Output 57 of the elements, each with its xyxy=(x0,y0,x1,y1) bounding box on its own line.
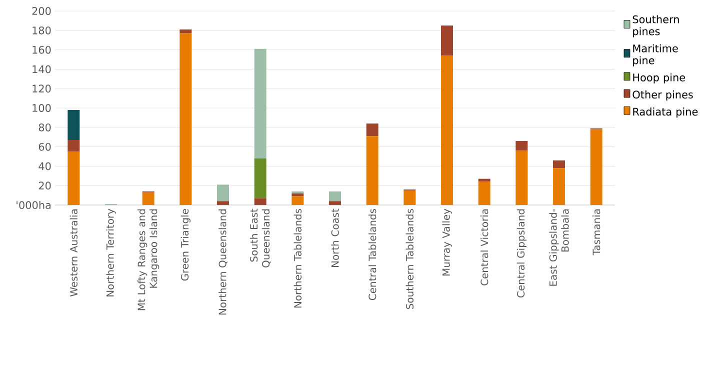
bar xyxy=(478,182,490,205)
bar xyxy=(254,158,266,198)
y-tick-label: 100 xyxy=(32,104,51,112)
x-tick-label: Mt Lofty Ranges and Kangaroo Island xyxy=(138,209,160,310)
bar xyxy=(254,48,266,158)
y-tick-label: '000ha xyxy=(16,200,51,210)
bar xyxy=(553,160,566,168)
bar xyxy=(180,33,192,205)
x-tick-label: Northern Queensland xyxy=(218,209,228,315)
bar xyxy=(590,129,602,205)
x-tick-label: North Coast xyxy=(331,208,339,267)
x-tick-label: Murray Valley xyxy=(442,208,452,276)
legend-label: Radiata pine xyxy=(633,108,698,118)
x-tick-label: Western Australia xyxy=(70,209,78,296)
x-tick-label: Northern Tablelands xyxy=(294,208,302,308)
x-tick-label: Green Triangle xyxy=(180,209,190,281)
bar xyxy=(254,198,266,205)
bar xyxy=(441,56,454,205)
x-tick-label: Northern Territory xyxy=(106,208,116,296)
bar xyxy=(68,110,80,140)
bar xyxy=(68,152,80,205)
legend-label: Other pines xyxy=(632,90,693,101)
legend-label: Southern pines xyxy=(632,15,679,38)
bar xyxy=(553,168,566,205)
legend-label: Hoop pine xyxy=(633,73,686,84)
bar xyxy=(366,124,378,136)
x-tick-label: Central Victoria xyxy=(480,209,488,286)
x-tick-label: Central Gippsland xyxy=(516,209,526,298)
bar xyxy=(329,201,342,205)
bar xyxy=(68,140,80,152)
bar xyxy=(142,192,154,205)
bar xyxy=(516,140,528,151)
legend-label: Maritime pine xyxy=(633,44,678,66)
x-tick-label: East Gippsland-Bombala xyxy=(549,208,569,286)
bar xyxy=(292,196,304,205)
x-tick-label: Tasmania xyxy=(592,209,600,256)
y-tick-label: 80 xyxy=(38,123,51,132)
y-tick-label: 120 xyxy=(32,84,51,93)
bar xyxy=(217,184,230,202)
y-tick-label: 20 xyxy=(38,182,51,190)
y-tick-label: 180 xyxy=(32,26,51,34)
x-tick-label: South East Queensland xyxy=(250,208,271,268)
bar xyxy=(366,136,378,205)
bar xyxy=(329,191,342,202)
bar xyxy=(292,193,304,196)
bar xyxy=(441,26,454,56)
bar xyxy=(404,190,416,205)
y-tick-label: 60 xyxy=(38,142,51,151)
y-tick-label: 200 xyxy=(32,7,51,15)
bar xyxy=(180,29,192,34)
x-tick-label: Southern Tablelands xyxy=(406,208,414,309)
y-tick-label: 40 xyxy=(38,162,51,170)
y-tick-label: 160 xyxy=(32,46,51,54)
x-tick-label: Central Tablelands xyxy=(368,208,376,300)
bar xyxy=(217,201,230,205)
y-tick-label: 140 xyxy=(32,65,51,74)
bar xyxy=(516,150,528,205)
